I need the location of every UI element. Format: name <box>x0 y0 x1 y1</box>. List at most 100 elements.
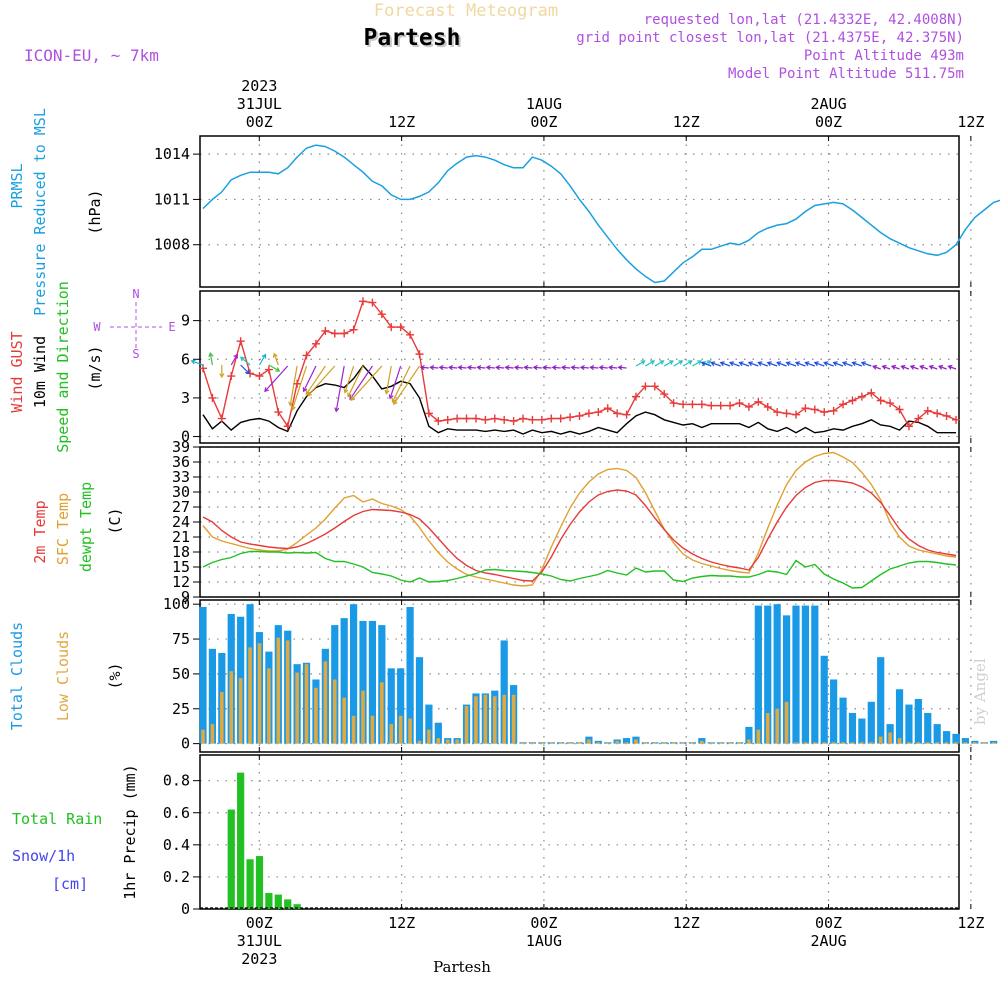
low-cloud-bar <box>605 742 610 744</box>
y-tick-label: 0.4 <box>163 836 190 854</box>
bottom-time-label: 1AUG <box>526 932 562 950</box>
gust-marker <box>528 415 537 424</box>
wind-direction-arrow <box>682 360 692 367</box>
wind-direction-arrow <box>882 365 891 370</box>
gust-marker <box>321 326 330 335</box>
wind-direction-arrow <box>347 365 364 397</box>
low-cloud-bar <box>492 696 497 744</box>
wind-direction-arrow <box>240 364 250 374</box>
total-cloud-bar <box>415 657 424 744</box>
low-cloud-bar <box>389 724 394 744</box>
wind-direction-arrow <box>303 365 317 392</box>
gust-marker <box>933 409 942 418</box>
rain-bar <box>227 809 235 909</box>
wind-arrow-head <box>448 365 454 371</box>
total-cloud-bar <box>340 618 348 744</box>
wind-arrow-head <box>813 361 819 367</box>
gust-marker <box>857 392 866 401</box>
precip-panel: 0 0.2 0.4 0.6 0.8 <box>163 754 972 918</box>
low-cloud-bar <box>464 705 469 744</box>
low-cloud-bar <box>963 742 968 744</box>
wind-direction-arrow <box>748 362 759 367</box>
low-cloud-bar <box>794 742 798 744</box>
low-cloud-bar <box>248 647 252 744</box>
wind-arrow-head <box>947 364 953 370</box>
y-tick-label: 9 <box>181 588 190 606</box>
total-cloud-bar <box>782 615 791 744</box>
wind-arrow-head <box>851 361 857 367</box>
wind-direction-arrow <box>609 366 618 369</box>
gust-marker <box>490 414 499 423</box>
pressure-panel: 1008 1011 1014 <box>154 135 1000 288</box>
dewpoint-line <box>202 550 957 589</box>
requested-coords: requested lon,lat (21.4332E, 42.4008N) <box>644 12 964 28</box>
low-cloud-bar <box>417 740 422 744</box>
y-tick-label: 1011 <box>154 190 190 208</box>
wind-arrow-head <box>343 388 349 394</box>
gust-marker <box>406 330 415 339</box>
gust-marker <box>453 414 462 423</box>
wind-direction-arrow <box>289 365 298 406</box>
total-cloud-bar <box>933 724 941 744</box>
wind-arrow-head <box>391 397 397 403</box>
top-time-label: 2AUG <box>810 95 846 113</box>
wind-arrow-head <box>928 364 934 370</box>
total-cloud-bar <box>745 726 753 744</box>
wind-direction-arrow <box>230 354 238 366</box>
y-tick-label: 9 <box>181 312 190 330</box>
gust-marker <box>791 410 800 419</box>
wind-direction-arrow <box>562 366 571 369</box>
wind-direction-arrow <box>654 360 664 367</box>
gust-marker <box>481 415 490 424</box>
low-cloud-bar <box>380 682 384 744</box>
pressure-label-2: Pressure Reduced to MSL <box>31 108 49 316</box>
wind-arrow-head <box>710 361 716 367</box>
low-cloud-bar <box>916 742 921 744</box>
low-cloud-bar <box>295 672 299 744</box>
total-cloud-bar <box>820 655 828 744</box>
low-cloud-bar <box>643 742 648 744</box>
gust-marker <box>773 408 782 417</box>
gust-marker <box>500 415 509 424</box>
gust-marker <box>255 372 264 381</box>
low-cloud-bar <box>229 671 234 744</box>
low-cloud-bar <box>841 742 845 744</box>
low-cloud-bar <box>558 742 563 744</box>
y-tick-label: 1014 <box>154 145 190 163</box>
total-cloud-bar <box>199 606 207 744</box>
gust-marker <box>264 365 273 374</box>
low-cloud-bar <box>831 742 836 744</box>
gust-marker <box>340 329 349 338</box>
wind-speed-line <box>202 364 956 435</box>
gust-marker <box>434 417 443 426</box>
wind-direction-arrow <box>393 365 420 405</box>
clouds-unit: (%) <box>106 662 124 689</box>
gust-marker <box>839 400 848 409</box>
low-cloud-bar <box>408 718 412 744</box>
total-cloud-bar <box>359 620 367 744</box>
rain-bar <box>265 892 273 909</box>
total-cloud-bar <box>895 689 904 744</box>
low-cloud-bar <box>813 742 817 744</box>
low-cloud-bar <box>728 742 732 744</box>
low-cloud-bar <box>370 715 375 744</box>
wind-arrow-head <box>794 361 801 367</box>
wind-arrow-head <box>706 360 712 365</box>
low-cloud-bar <box>502 694 506 744</box>
top-time-label: 31JUL <box>237 95 282 113</box>
low-clouds-label: Low Clouds <box>54 631 72 721</box>
compass-e: E <box>168 320 175 334</box>
wind-direction-arrow <box>273 353 279 366</box>
dewpoint-label: dewpt Temp <box>77 482 95 572</box>
wind-direction-arrow <box>392 365 411 403</box>
wind-arrow-head <box>823 361 829 367</box>
wind-arrow-head <box>919 364 925 370</box>
low-cloud-bar <box>238 678 243 744</box>
snow-label: Snow/1h <box>12 847 75 865</box>
bottom-time-label: 12Z <box>957 914 984 932</box>
total-cloud-bar <box>764 605 772 744</box>
wind-direction-arrow <box>938 365 947 370</box>
gust-marker <box>914 414 923 423</box>
wind-arrow-head <box>747 361 753 367</box>
wind-arrow-head <box>570 365 576 371</box>
